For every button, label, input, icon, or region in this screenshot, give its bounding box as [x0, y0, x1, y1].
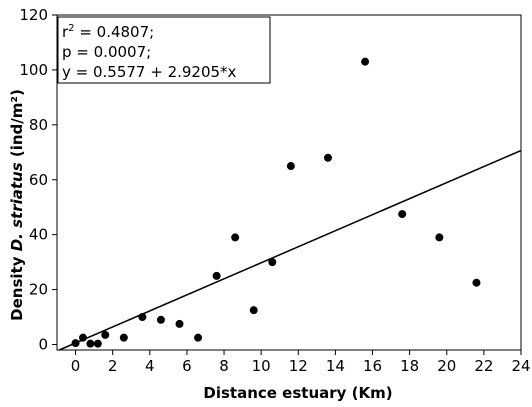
data-point	[194, 333, 203, 342]
x-tick-label: 18	[400, 357, 419, 375]
data-point	[156, 315, 165, 324]
data-point	[78, 333, 87, 342]
y-tick-label: 60	[29, 171, 48, 189]
y-tick-label: 100	[19, 61, 48, 79]
data-point	[361, 57, 370, 66]
x-tick-label: 10	[252, 357, 271, 375]
data-point	[175, 319, 184, 328]
data-point	[101, 330, 110, 339]
x-tick-label: 2	[108, 357, 118, 375]
y-axis-label: Density D. striatus (ind/m²)	[8, 89, 26, 321]
y-tick-label: 0	[38, 336, 48, 354]
x-tick-label: 16	[363, 357, 382, 375]
y-tick-label: 80	[29, 116, 48, 134]
data-point	[472, 278, 481, 287]
x-tick-label: 4	[145, 357, 155, 375]
x-axis-label: Distance estuary (Km)	[203, 384, 392, 402]
y-tick-label: 20	[29, 281, 48, 299]
data-point	[71, 339, 80, 348]
data-point	[249, 306, 258, 315]
data-point	[435, 233, 444, 242]
data-point	[93, 339, 102, 348]
data-point	[119, 333, 128, 342]
data-point	[212, 271, 221, 280]
annotation-p: p = 0.0007;	[62, 43, 151, 61]
data-point	[86, 339, 95, 348]
annotation-r2: r2 = 0.4807;	[62, 23, 154, 41]
data-point	[231, 233, 240, 242]
annotation-box: r2 = 0.4807; p = 0.0007; y = 0.5577 + 2.…	[57, 16, 271, 84]
x-tick-label: 0	[71, 357, 81, 375]
x-tick-label: 12	[289, 357, 308, 375]
plot-area	[56, 14, 522, 351]
x-tick-label: 6	[182, 357, 192, 375]
annotation-equation: y = 0.5577 + 2.9205*x	[62, 63, 237, 81]
x-tick-label: 8	[219, 357, 229, 375]
x-tick-label: 20	[437, 357, 456, 375]
regression-line	[59, 149, 522, 351]
data-point	[268, 258, 277, 267]
data-point	[398, 210, 407, 219]
y-tick-label: 40	[29, 226, 48, 244]
data-point	[138, 313, 147, 322]
data-point	[286, 162, 295, 171]
data-point	[323, 153, 332, 162]
y-tick-label: 120	[19, 6, 48, 24]
x-tick-label: 14	[326, 357, 345, 375]
x-tick-label: 24	[511, 357, 530, 375]
x-tick-label: 22	[474, 357, 493, 375]
